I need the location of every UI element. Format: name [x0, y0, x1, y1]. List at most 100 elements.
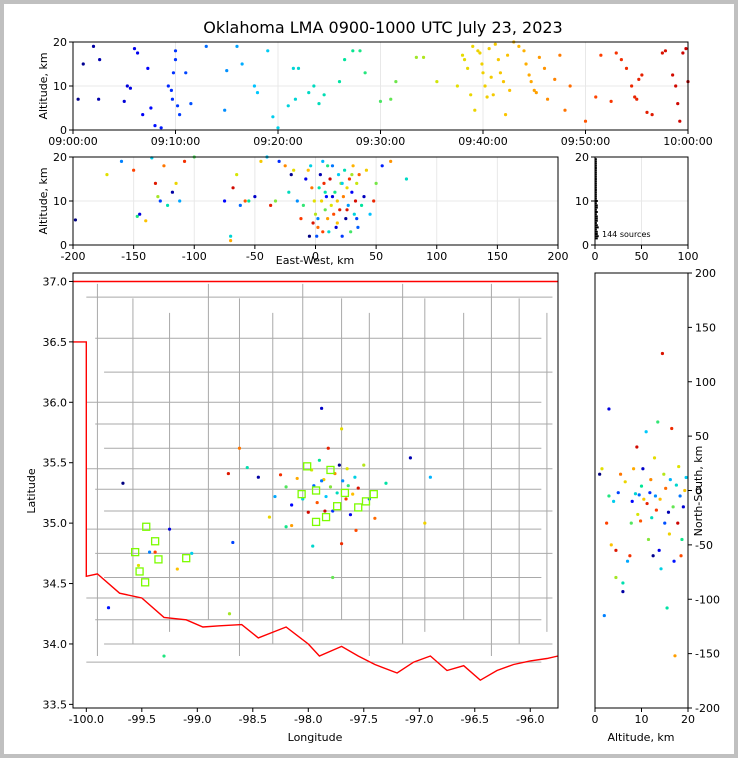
east-west-point	[158, 199, 162, 203]
time-altitude-point	[307, 91, 311, 95]
ns-point	[609, 543, 613, 547]
map-source-point	[175, 567, 179, 571]
time-altitude-point	[421, 55, 426, 60]
time-altitude-point	[146, 66, 150, 70]
x-tick-label: -150	[121, 250, 146, 263]
east-west-point	[350, 190, 354, 194]
map-source-point	[315, 500, 319, 505]
time-altitude-point	[563, 108, 567, 112]
histogram-bar	[595, 197, 597, 200]
east-west-point	[323, 208, 327, 212]
map-source-point	[256, 475, 260, 479]
time-altitude-point	[568, 84, 572, 88]
map-source-point	[311, 544, 315, 548]
ns-point	[629, 521, 633, 525]
x-tick-label: -97.5	[350, 713, 378, 726]
east-west-point	[352, 212, 356, 216]
east-west-point	[301, 203, 305, 207]
time-altitude-point	[517, 44, 521, 49]
east-west-point	[349, 230, 353, 234]
map-source-point	[226, 471, 230, 476]
x-tick-label: 09:20:00	[253, 135, 302, 148]
lma-station-marker	[182, 554, 191, 563]
ns-point	[639, 484, 644, 488]
map-source-point	[335, 491, 339, 495]
time-altitude-point	[684, 47, 688, 51]
ns-point	[671, 505, 675, 509]
east-west-point	[316, 217, 320, 221]
east-west-point	[353, 199, 358, 203]
east-west-point	[162, 164, 166, 168]
time-altitude-point	[125, 84, 129, 88]
east-west-point	[335, 221, 339, 225]
east-west-point	[153, 181, 158, 185]
east-west-point	[247, 199, 251, 203]
time-altitude-point	[255, 91, 260, 95]
y-tick-label: -200	[695, 702, 720, 715]
time-altitude-point	[506, 53, 510, 57]
map-source-point	[153, 550, 157, 554]
east-west-point	[295, 199, 299, 203]
histogram-bar	[595, 237, 598, 240]
time-altitude-point	[483, 84, 487, 88]
time-altitude-point	[128, 86, 132, 90]
time-altitude-point	[175, 104, 180, 108]
east-west-point	[315, 234, 319, 238]
east-west-point	[243, 199, 247, 203]
lma-station-marker	[142, 522, 151, 531]
time-altitude-point	[485, 95, 489, 99]
time-altitude-point	[351, 49, 355, 53]
ns-point	[614, 548, 618, 552]
time-altitude-point	[225, 69, 229, 73]
time-altitude-point	[537, 55, 541, 60]
time-altitude-point	[169, 88, 173, 92]
x-tick-label: 50	[635, 250, 649, 263]
ns-point	[679, 554, 683, 558]
map-source-point	[147, 550, 152, 554]
time-altitude-point	[76, 97, 80, 101]
map-frame	[72, 272, 559, 709]
time-altitude-point	[542, 66, 547, 70]
ns-point	[607, 494, 611, 498]
x-tick-label: 09:30:00	[356, 135, 405, 148]
time-altitude-point	[553, 77, 557, 81]
histogram-bar	[595, 228, 597, 231]
east-west-point	[222, 199, 227, 203]
map-source-point	[362, 463, 366, 467]
map-source-point	[408, 456, 412, 460]
east-west-point	[345, 186, 349, 190]
time-altitude-point	[159, 126, 163, 130]
ns-point	[658, 497, 662, 501]
lma-station-marker	[150, 537, 160, 546]
ns-point	[625, 559, 630, 563]
ns-point	[677, 464, 681, 469]
ns-point	[623, 480, 627, 484]
y-tick-label: 35.0	[43, 517, 68, 530]
east-west-point	[292, 168, 296, 172]
time-altitude-point	[660, 51, 664, 55]
x-tick-label: 0	[592, 713, 599, 726]
time-altitude-point	[189, 102, 193, 106]
time-altitude-point	[645, 110, 649, 114]
map-source-point	[278, 473, 283, 477]
east-west-point	[357, 173, 361, 177]
lma-station-marker	[369, 489, 378, 499]
east-west-point	[321, 230, 325, 234]
y-tick-label: 10	[53, 195, 67, 208]
time-altitude-point	[312, 84, 316, 88]
ns-point	[616, 491, 620, 495]
east-west-point	[326, 164, 330, 168]
y-tick-label: 20	[575, 151, 589, 164]
x-tick-label: 200	[548, 250, 569, 263]
y-tick-label: 10	[575, 195, 589, 208]
time-altitude-point	[337, 80, 342, 84]
time-altitude-point	[291, 66, 295, 70]
map-source-point	[328, 485, 333, 489]
time-altitude-point	[534, 91, 538, 95]
histogram-bar	[595, 169, 597, 172]
map-source-point	[245, 465, 249, 470]
y-tick-label: 37.0	[43, 275, 68, 288]
x-tick-label: -50	[246, 250, 264, 263]
map-source-point	[320, 479, 324, 483]
ns-point	[664, 486, 668, 490]
